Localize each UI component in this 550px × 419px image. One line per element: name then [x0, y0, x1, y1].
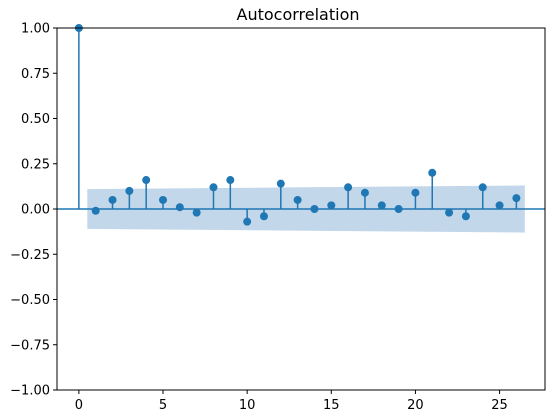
stem-marker — [495, 201, 504, 210]
stem-marker — [327, 201, 336, 210]
y-tick-label: 0.00 — [21, 203, 50, 218]
y-tick-label: −0.75 — [10, 338, 50, 353]
stem-marker — [125, 186, 134, 195]
stem-marker — [108, 195, 117, 204]
stem-marker — [142, 176, 151, 185]
y-tick-label: −1.00 — [10, 384, 50, 399]
stem-marker — [512, 194, 521, 203]
y-tick-label: −0.25 — [10, 248, 50, 263]
stem-marker — [310, 205, 319, 213]
stem-marker — [461, 212, 470, 221]
x-tick-label: 0 — [75, 398, 83, 413]
stem-marker — [293, 195, 302, 204]
stem-marker — [91, 206, 100, 215]
stem-marker — [394, 205, 403, 213]
stem-marker — [411, 188, 420, 197]
x-tick-label: 10 — [239, 398, 256, 413]
stem-marker — [445, 208, 454, 217]
stem-marker — [428, 168, 437, 177]
stem-marker — [243, 217, 252, 226]
stem-marker — [159, 195, 168, 204]
stem-marker — [175, 203, 184, 212]
stem-marker — [209, 183, 218, 192]
tick-layer: 0 5 10 15 20 25 1.00 0.75 0.50 0.25 0.00 −0.25 −0.50… — [10, 22, 508, 414]
x-tick-label: 25 — [491, 398, 508, 413]
stem-marker — [377, 201, 386, 210]
stem-marker — [226, 176, 235, 185]
y-tick-label: 0.25 — [21, 157, 50, 172]
chart-title: Autocorrelation — [237, 5, 360, 24]
stem-layer — [74, 24, 521, 226]
x-tick-label: 15 — [323, 398, 340, 413]
x-tick-label: 20 — [407, 398, 424, 413]
y-tick-label: 1.00 — [21, 22, 50, 37]
stem-marker — [360, 188, 369, 197]
x-tick-label: 5 — [159, 398, 167, 413]
y-tick-label: 0.75 — [21, 67, 50, 82]
stem-marker — [192, 208, 201, 217]
stem-marker — [344, 183, 353, 192]
y-tick-label: −0.50 — [10, 293, 50, 308]
stem-marker — [478, 183, 487, 192]
stem-marker — [276, 179, 285, 188]
stem-marker — [259, 212, 268, 221]
y-tick-label: 0.50 — [21, 112, 50, 127]
